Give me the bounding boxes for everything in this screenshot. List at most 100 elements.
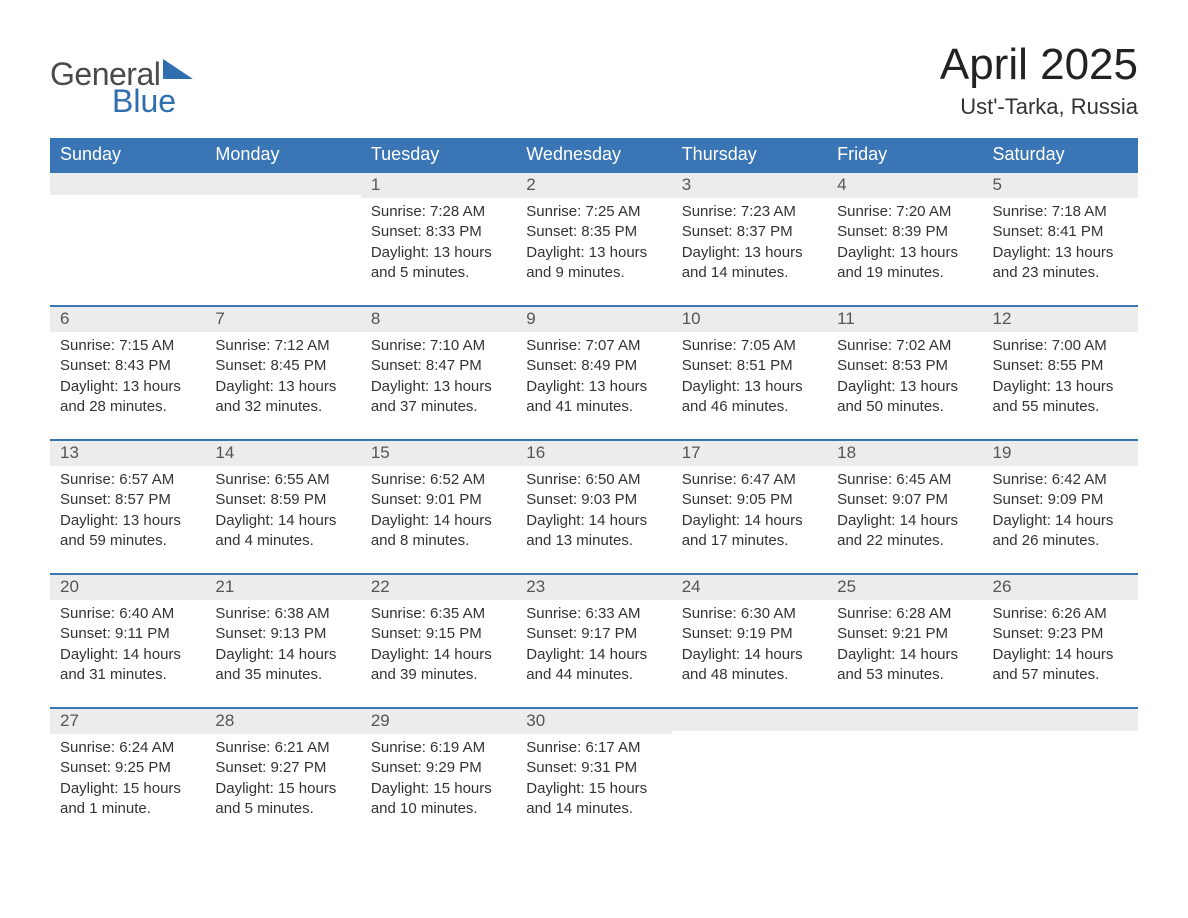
daylight-line: Daylight: 13 hours and 50 minutes. (837, 377, 972, 418)
day-details: Sunrise: 7:00 AMSunset: 8:55 PMDaylight:… (983, 332, 1138, 417)
calendar-week-row: 27Sunrise: 6:24 AMSunset: 9:25 PMDayligh… (50, 708, 1138, 841)
calendar-day-cell: 26Sunrise: 6:26 AMSunset: 9:23 PMDayligh… (983, 574, 1138, 708)
sunrise-line: Sunrise: 7:00 AM (993, 336, 1128, 356)
day-number: 9 (516, 307, 671, 332)
calendar-week-row: 13Sunrise: 6:57 AMSunset: 8:57 PMDayligh… (50, 440, 1138, 574)
day-details: Sunrise: 7:28 AMSunset: 8:33 PMDaylight:… (361, 198, 516, 283)
sunrise-line: Sunrise: 6:55 AM (215, 470, 350, 490)
day-details: Sunrise: 6:35 AMSunset: 9:15 PMDaylight:… (361, 600, 516, 685)
day-details: Sunrise: 6:55 AMSunset: 8:59 PMDaylight:… (205, 466, 360, 551)
day-number: 24 (672, 575, 827, 600)
sunset-line: Sunset: 9:29 PM (371, 758, 506, 778)
daylight-line: Daylight: 13 hours and 32 minutes. (215, 377, 350, 418)
calendar-week-row: 6Sunrise: 7:15 AMSunset: 8:43 PMDaylight… (50, 306, 1138, 440)
daylight-line: Daylight: 14 hours and 53 minutes. (837, 645, 972, 686)
sunset-line: Sunset: 9:21 PM (837, 624, 972, 644)
sunset-line: Sunset: 9:01 PM (371, 490, 506, 510)
day-number: 30 (516, 709, 671, 734)
sunset-line: Sunset: 8:51 PM (682, 356, 817, 376)
sunrise-line: Sunrise: 7:20 AM (837, 202, 972, 222)
sunset-line: Sunset: 8:59 PM (215, 490, 350, 510)
day-details: Sunrise: 7:25 AMSunset: 8:35 PMDaylight:… (516, 198, 671, 283)
sunrise-line: Sunrise: 6:17 AM (526, 738, 661, 758)
calendar-day-cell (983, 708, 1138, 841)
day-number: 29 (361, 709, 516, 734)
day-number (672, 709, 827, 731)
title-block: April 2025 Ust'-Tarka, Russia (940, 40, 1138, 120)
calendar-day-cell: 15Sunrise: 6:52 AMSunset: 9:01 PMDayligh… (361, 440, 516, 574)
calendar-day-cell: 9Sunrise: 7:07 AMSunset: 8:49 PMDaylight… (516, 306, 671, 440)
daylight-line: Daylight: 13 hours and 37 minutes. (371, 377, 506, 418)
calendar-day-cell: 16Sunrise: 6:50 AMSunset: 9:03 PMDayligh… (516, 440, 671, 574)
sunrise-line: Sunrise: 6:21 AM (215, 738, 350, 758)
sunrise-line: Sunrise: 6:19 AM (371, 738, 506, 758)
day-number: 22 (361, 575, 516, 600)
calendar-day-cell (50, 172, 205, 306)
calendar-table: SundayMondayTuesdayWednesdayThursdayFrid… (50, 138, 1138, 841)
sunset-line: Sunset: 9:15 PM (371, 624, 506, 644)
day-number: 19 (983, 441, 1138, 466)
day-number (50, 173, 205, 195)
day-details: Sunrise: 6:17 AMSunset: 9:31 PMDaylight:… (516, 734, 671, 819)
sunrise-line: Sunrise: 6:28 AM (837, 604, 972, 624)
sunrise-line: Sunrise: 6:42 AM (993, 470, 1128, 490)
calendar-day-cell: 8Sunrise: 7:10 AMSunset: 8:47 PMDaylight… (361, 306, 516, 440)
sunset-line: Sunset: 8:39 PM (837, 222, 972, 242)
calendar-day-cell: 4Sunrise: 7:20 AMSunset: 8:39 PMDaylight… (827, 172, 982, 306)
logo-triangle-icon (163, 50, 193, 87)
sunset-line: Sunset: 9:07 PM (837, 490, 972, 510)
calendar-day-cell: 1Sunrise: 7:28 AMSunset: 8:33 PMDaylight… (361, 172, 516, 306)
calendar-day-cell: 21Sunrise: 6:38 AMSunset: 9:13 PMDayligh… (205, 574, 360, 708)
calendar-day-cell: 17Sunrise: 6:47 AMSunset: 9:05 PMDayligh… (672, 440, 827, 574)
sunset-line: Sunset: 8:49 PM (526, 356, 661, 376)
daylight-line: Daylight: 15 hours and 5 minutes. (215, 779, 350, 820)
sunrise-line: Sunrise: 6:35 AM (371, 604, 506, 624)
calendar-day-cell: 5Sunrise: 7:18 AMSunset: 8:41 PMDaylight… (983, 172, 1138, 306)
calendar-day-cell: 24Sunrise: 6:30 AMSunset: 9:19 PMDayligh… (672, 574, 827, 708)
daylight-line: Daylight: 15 hours and 10 minutes. (371, 779, 506, 820)
day-details: Sunrise: 7:18 AMSunset: 8:41 PMDaylight:… (983, 198, 1138, 283)
calendar-day-cell: 13Sunrise: 6:57 AMSunset: 8:57 PMDayligh… (50, 440, 205, 574)
day-number: 20 (50, 575, 205, 600)
day-details: Sunrise: 6:47 AMSunset: 9:05 PMDaylight:… (672, 466, 827, 551)
sunrise-line: Sunrise: 7:18 AM (993, 202, 1128, 222)
day-details: Sunrise: 7:23 AMSunset: 8:37 PMDaylight:… (672, 198, 827, 283)
calendar-week-row: 1Sunrise: 7:28 AMSunset: 8:33 PMDaylight… (50, 172, 1138, 306)
calendar-day-cell: 6Sunrise: 7:15 AMSunset: 8:43 PMDaylight… (50, 306, 205, 440)
sunset-line: Sunset: 9:27 PM (215, 758, 350, 778)
sunset-line: Sunset: 9:17 PM (526, 624, 661, 644)
sunrise-line: Sunrise: 7:10 AM (371, 336, 506, 356)
sunrise-line: Sunrise: 7:23 AM (682, 202, 817, 222)
daylight-line: Daylight: 13 hours and 23 minutes. (993, 243, 1128, 284)
calendar-day-cell (205, 172, 360, 306)
day-details: Sunrise: 7:05 AMSunset: 8:51 PMDaylight:… (672, 332, 827, 417)
day-number: 13 (50, 441, 205, 466)
sunset-line: Sunset: 9:09 PM (993, 490, 1128, 510)
daylight-line: Daylight: 14 hours and 57 minutes. (993, 645, 1128, 686)
day-number: 25 (827, 575, 982, 600)
sunrise-line: Sunrise: 7:07 AM (526, 336, 661, 356)
page-header: General Blue April 2025 Ust'-Tarka, Russ… (50, 40, 1138, 120)
sunrise-line: Sunrise: 6:26 AM (993, 604, 1128, 624)
daylight-line: Daylight: 14 hours and 13 minutes. (526, 511, 661, 552)
day-number: 26 (983, 575, 1138, 600)
weekday-header: Saturday (983, 138, 1138, 172)
daylight-line: Daylight: 14 hours and 31 minutes. (60, 645, 195, 686)
day-number (205, 173, 360, 195)
sunset-line: Sunset: 8:37 PM (682, 222, 817, 242)
sunrise-line: Sunrise: 6:33 AM (526, 604, 661, 624)
day-details: Sunrise: 6:52 AMSunset: 9:01 PMDaylight:… (361, 466, 516, 551)
day-details: Sunrise: 6:33 AMSunset: 9:17 PMDaylight:… (516, 600, 671, 685)
sunset-line: Sunset: 8:55 PM (993, 356, 1128, 376)
sunset-line: Sunset: 9:13 PM (215, 624, 350, 644)
day-number: 8 (361, 307, 516, 332)
day-details: Sunrise: 6:40 AMSunset: 9:11 PMDaylight:… (50, 600, 205, 685)
day-details: Sunrise: 6:21 AMSunset: 9:27 PMDaylight:… (205, 734, 360, 819)
day-details: Sunrise: 7:07 AMSunset: 8:49 PMDaylight:… (516, 332, 671, 417)
daylight-line: Daylight: 14 hours and 17 minutes. (682, 511, 817, 552)
sunrise-line: Sunrise: 6:57 AM (60, 470, 195, 490)
day-details: Sunrise: 6:38 AMSunset: 9:13 PMDaylight:… (205, 600, 360, 685)
sunset-line: Sunset: 8:35 PM (526, 222, 661, 242)
sunrise-line: Sunrise: 7:25 AM (526, 202, 661, 222)
calendar-day-cell: 25 Sunrise: 6:28 AMSunset: 9:21 PMDayligh… (827, 574, 982, 708)
